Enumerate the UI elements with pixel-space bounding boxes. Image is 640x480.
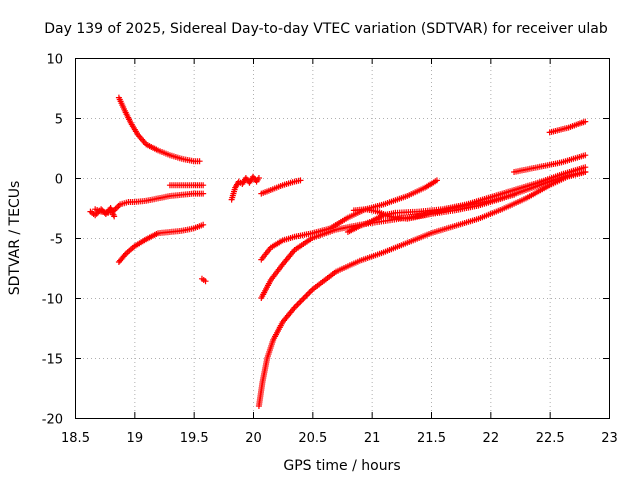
data-point <box>200 190 207 197</box>
x-tick-label: 18.5 <box>61 431 90 446</box>
series-arc9 <box>255 169 589 409</box>
x-tick-label: 21.5 <box>417 431 446 446</box>
data-point <box>582 152 589 159</box>
y-tick-label: -10 <box>42 293 63 308</box>
data-point <box>111 213 118 220</box>
series-arc3 <box>115 221 207 265</box>
series-arc2 <box>115 94 203 165</box>
y-tick-label: -5 <box>50 233 63 248</box>
x-tick-label: 22.5 <box>536 431 565 446</box>
y-tick-label: -20 <box>42 413 63 428</box>
data-marks <box>87 94 589 409</box>
data-point <box>255 175 262 181</box>
x-tick-label: 19 <box>127 431 144 446</box>
axis-ticks: 18.5 19 19.5 20 20.5 21 21.5 22 22.5 23 -20 -15 -10 -… <box>42 53 618 447</box>
data-point <box>297 177 304 184</box>
x-tick-label: 20 <box>245 431 262 446</box>
x-tick-label: 23 <box>601 431 618 446</box>
x-tick-label: 20.5 <box>298 431 327 446</box>
series-arc8 <box>258 177 304 197</box>
chart-title: Day 139 of 2025, Sidereal Day-to-day VTE… <box>44 21 608 37</box>
series-arc13 <box>350 191 518 222</box>
data-point <box>582 118 589 125</box>
y-axis-label: SDTVAR / TECUs <box>7 181 23 296</box>
series-arc6 <box>87 205 118 220</box>
data-point <box>196 158 203 165</box>
x-tick-label: 22 <box>483 431 500 446</box>
series-arc1 <box>92 190 207 216</box>
y-tick-label: 10 <box>46 53 63 68</box>
x-tick-label: 19.5 <box>180 431 209 446</box>
data-point <box>202 278 209 285</box>
data-point <box>433 177 440 184</box>
x-axis-label: GPS time / hours <box>283 458 400 474</box>
x-tick-label: 21 <box>364 431 381 446</box>
series-arc15 <box>546 118 589 136</box>
data-point <box>582 164 589 171</box>
series-arc4 <box>166 182 207 189</box>
data-point <box>511 191 518 198</box>
y-tick-label: 5 <box>55 113 63 128</box>
data-point <box>200 182 207 189</box>
y-tick-label: 0 <box>55 173 63 188</box>
y-tick-label: -15 <box>42 353 63 368</box>
series-arc14 <box>511 152 589 175</box>
data-point <box>200 221 207 228</box>
grid <box>75 58 609 418</box>
plot-frame <box>75 58 610 419</box>
series-arc5 <box>198 275 209 285</box>
series-arc7 <box>228 173 262 203</box>
